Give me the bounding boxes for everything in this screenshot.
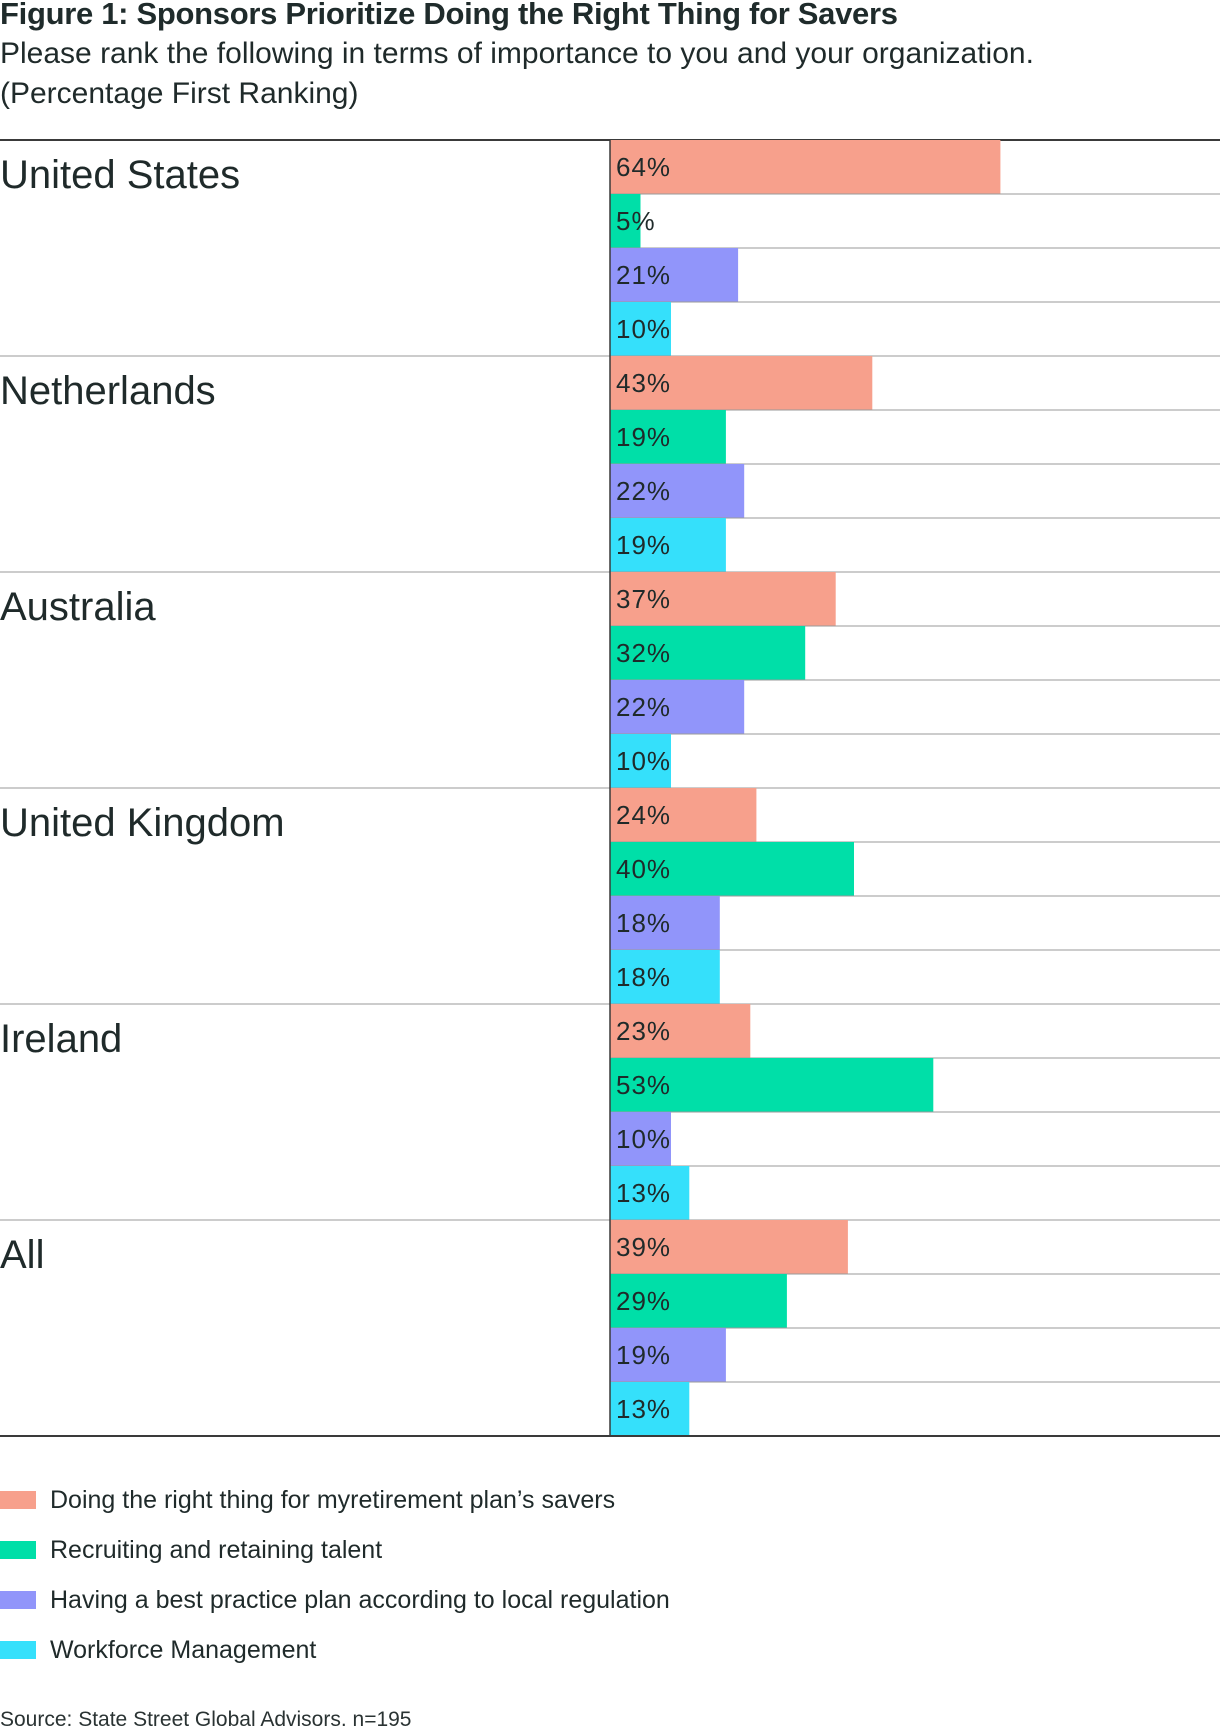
data-label: 39%	[616, 1232, 671, 1262]
bar	[610, 1112, 671, 1166]
data-label: 19%	[616, 1340, 671, 1370]
data-label: 23%	[616, 1016, 671, 1046]
data-label: 10%	[616, 746, 671, 776]
bar	[610, 302, 671, 356]
bar	[610, 464, 745, 518]
data-label: 32%	[616, 638, 671, 668]
data-label: 10%	[616, 314, 671, 344]
legend-item: Workforce Management	[0, 1625, 1220, 1675]
bar	[610, 680, 745, 734]
data-label: 22%	[616, 692, 671, 722]
data-label: 22%	[616, 476, 671, 506]
data-label: 19%	[616, 530, 671, 560]
bar	[610, 140, 1001, 194]
legend-item: Having a best practice plan according to…	[0, 1575, 1220, 1625]
bar	[610, 194, 641, 248]
bar	[610, 1004, 751, 1058]
data-label: 5%	[616, 206, 656, 236]
bar	[610, 1382, 690, 1436]
bar	[610, 356, 873, 410]
bar	[610, 734, 671, 788]
data-label: 64%	[616, 152, 671, 182]
bar	[610, 950, 720, 1004]
legend-label: Doing the right thing for myretirement p…	[50, 1485, 616, 1514]
bar	[610, 518, 726, 572]
category-label: Netherlands	[0, 369, 216, 413]
legend-label: Recruiting and retaining talent	[50, 1535, 383, 1564]
legend-swatch	[0, 1591, 36, 1609]
data-label: 40%	[616, 854, 671, 884]
legend-label: Having a best practice plan according to…	[50, 1585, 670, 1614]
bar	[610, 572, 836, 626]
legend-swatch	[0, 1491, 36, 1509]
bar	[610, 1058, 934, 1112]
chart-title: Figure 1: Sponsors Prioritize Doing the …	[0, 0, 898, 31]
legend-label: Workforce Management	[50, 1635, 317, 1664]
bar	[610, 842, 854, 896]
category-label: Ireland	[0, 1017, 122, 1061]
data-label: 18%	[616, 962, 671, 992]
category-label: Australia	[0, 585, 156, 629]
bar	[610, 1166, 690, 1220]
bar	[610, 1220, 848, 1274]
data-label: 43%	[616, 368, 671, 398]
data-label: 53%	[616, 1070, 671, 1100]
bar	[610, 626, 806, 680]
category-label: United Kingdom	[0, 801, 285, 845]
bar	[610, 896, 720, 950]
data-label: 18%	[616, 908, 671, 938]
source-note: Source: State Street Global Advisors. n=…	[0, 1708, 412, 1731]
bar	[610, 1328, 726, 1382]
data-label: 37%	[616, 584, 671, 614]
bar	[610, 1274, 787, 1328]
bar	[610, 788, 757, 842]
bar	[610, 410, 726, 464]
data-label: 24%	[616, 800, 671, 830]
data-label: 10%	[616, 1124, 671, 1154]
legend: Doing the right thing for myretirement p…	[0, 1475, 1220, 1675]
data-label: 13%	[616, 1178, 671, 1208]
data-label: 13%	[616, 1394, 671, 1424]
category-label: United States	[0, 153, 240, 197]
data-label: 21%	[616, 260, 671, 290]
data-label: 19%	[616, 422, 671, 452]
legend-swatch	[0, 1641, 36, 1659]
category-label: All	[0, 1233, 44, 1277]
bar	[610, 248, 739, 302]
bar-chart: United States 64% 5% 21% 10% Netherlands 43% 19…	[0, 139, 1220, 1437]
data-label: 29%	[616, 1286, 671, 1316]
legend-item: Recruiting and retaining talent	[0, 1525, 1220, 1575]
legend-item: Doing the right thing for myretirement p…	[0, 1475, 1220, 1525]
chart-subtitle: Please rank the following in terms of im…	[0, 37, 1034, 110]
legend-swatch	[0, 1541, 36, 1559]
